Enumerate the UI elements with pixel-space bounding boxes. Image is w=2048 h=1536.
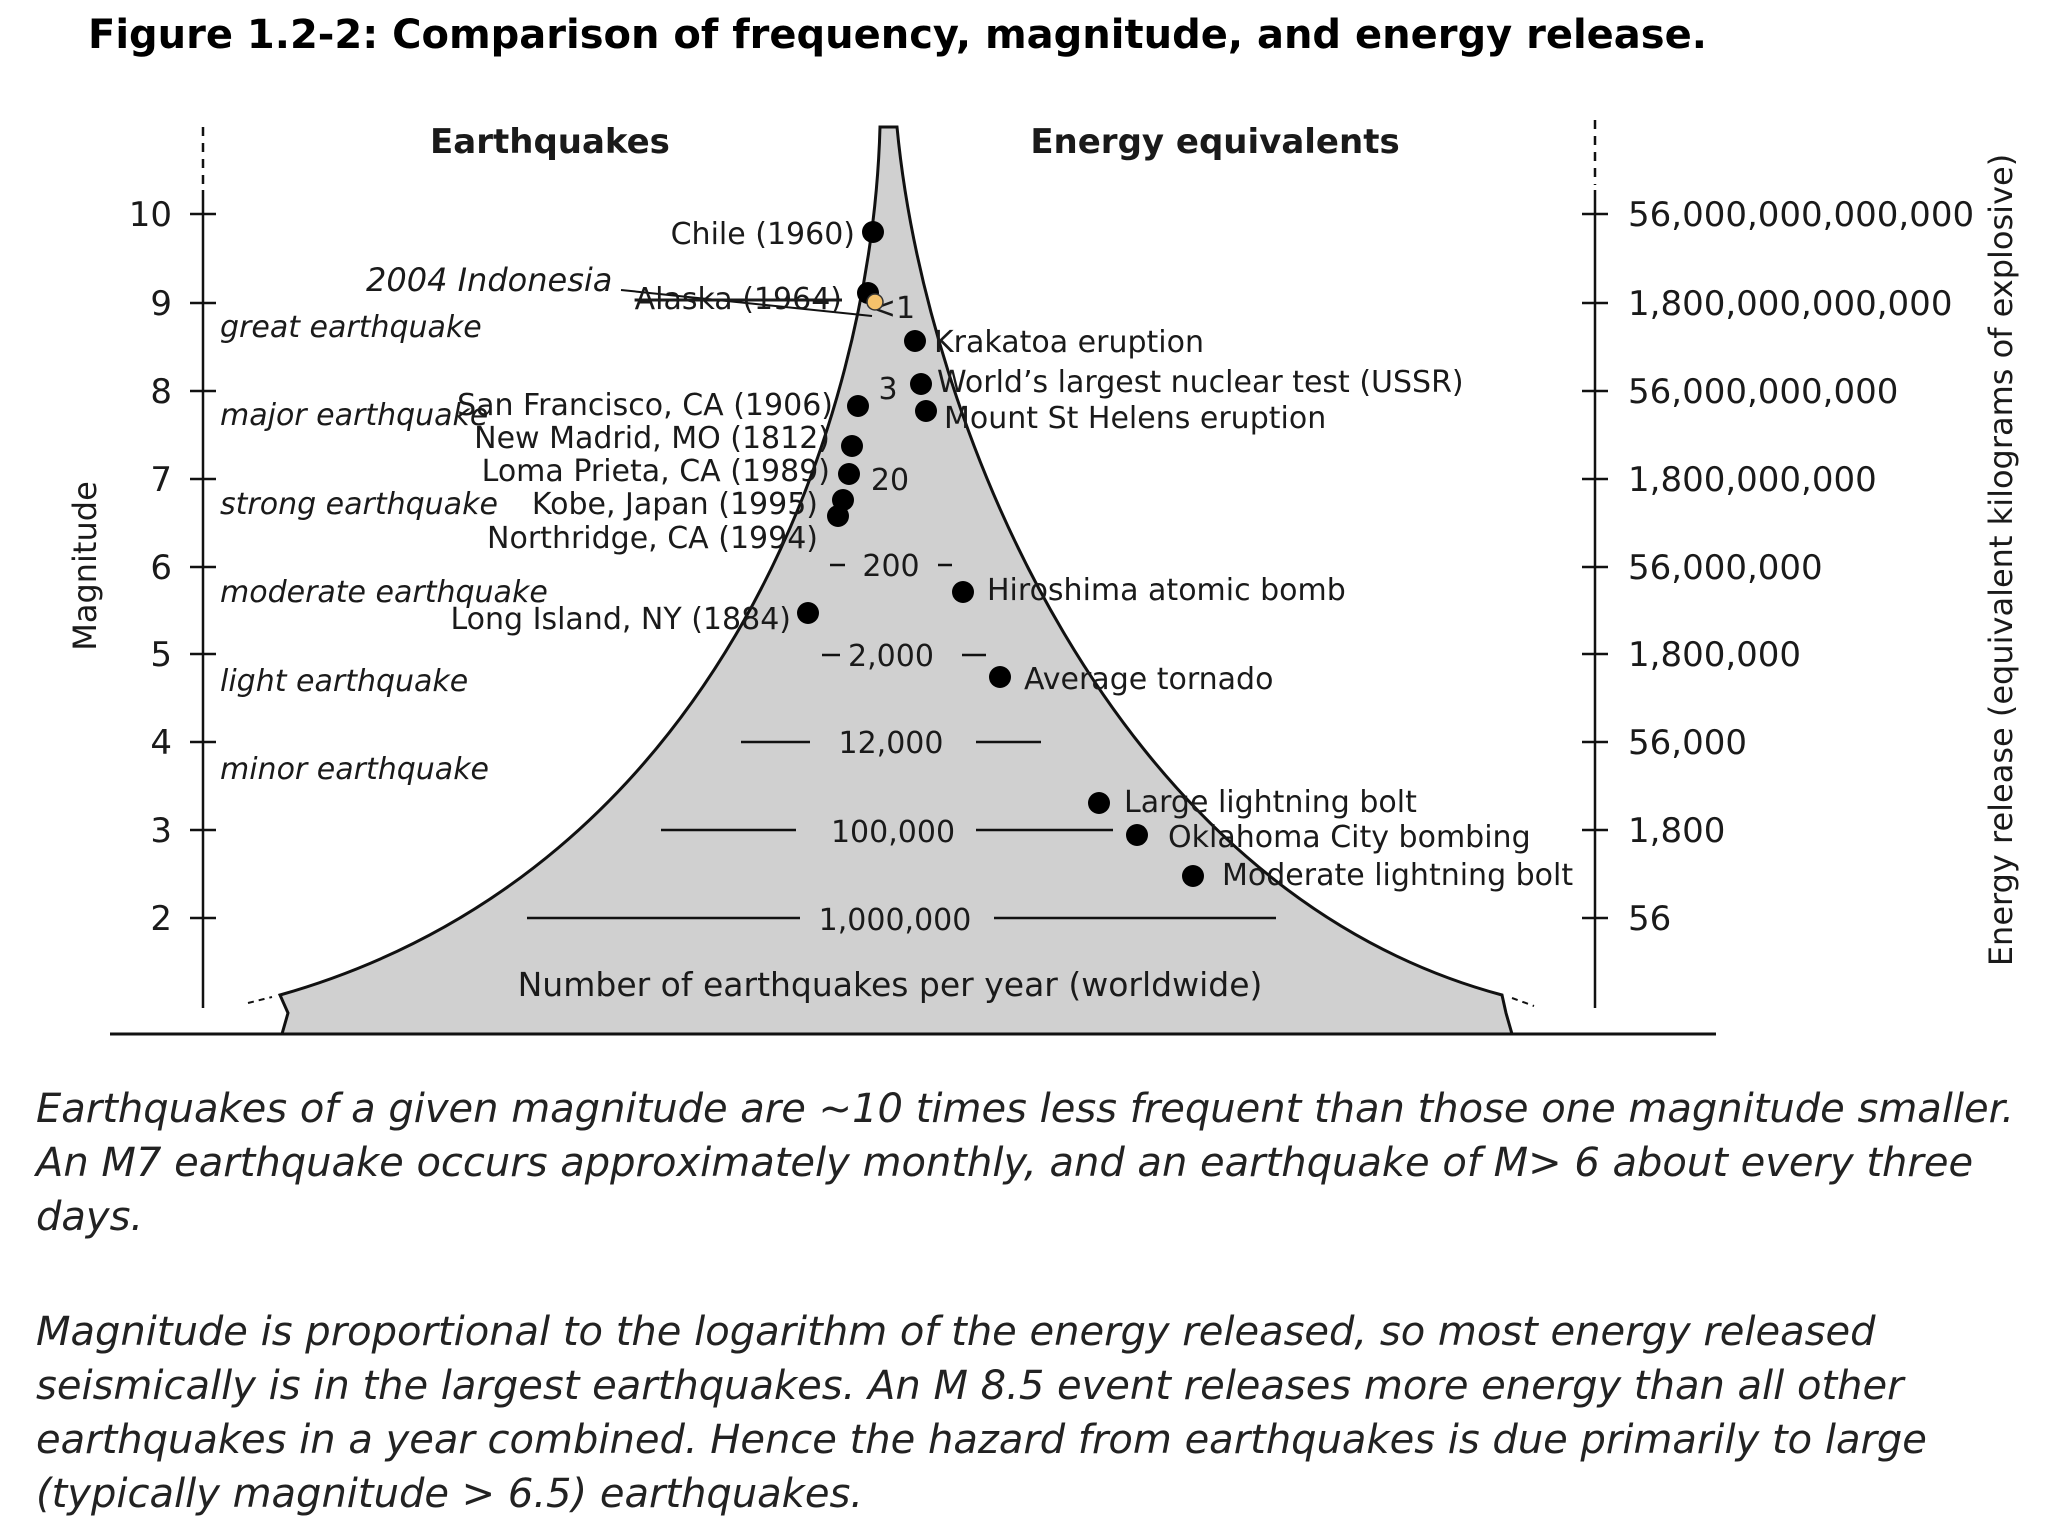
figure-title: Figure 1.2-2: Comparison of frequency, m…: [88, 12, 1707, 58]
earthquake-label: Alaska (1964): [635, 282, 842, 317]
earthquake-point: [797, 602, 819, 624]
energy-tick: 1,800,000: [1628, 635, 1801, 675]
frequency-axis-label: Number of earthquakes per year (worldwid…: [518, 965, 1263, 1004]
energy-tick: 1,800,000,000: [1628, 460, 1877, 500]
energy-axis-label: Energy release (equivalent kilograms of …: [1982, 154, 2020, 966]
energy-axis: [1582, 120, 1608, 1008]
category-label: minor earthquake: [220, 752, 489, 787]
magnitude-tick-labels: 10 9 8 7 6 5 4 3 2: [129, 195, 172, 939]
earthquake-label: Chile (1960): [671, 217, 855, 252]
magnitude-tick: 2: [150, 899, 172, 939]
frequency-labels: <1 3 20 200 2,000 12,000 100,000 1,000,0…: [819, 291, 972, 938]
earthquake-point: [841, 435, 863, 457]
indonesia-point: [866, 293, 884, 311]
earthquake-labels: Chile (1960) Alaska (1964) San Francisco…: [450, 217, 855, 637]
energy-point: [1182, 865, 1204, 887]
magnitude-tick: 4: [150, 723, 172, 763]
magnitude-tick: 10: [129, 195, 172, 235]
energy-tick: 1,800,000,000,000: [1628, 284, 1952, 324]
category-label: great earthquake: [220, 310, 482, 345]
magnitude-tick: 8: [150, 372, 172, 412]
earthquake-label: San Francisco, CA (1906): [457, 388, 833, 423]
earthquake-point: [862, 221, 884, 243]
earthquake-points: [797, 221, 884, 624]
energy-point: [952, 581, 974, 603]
right-break-mark: [1511, 997, 1535, 1007]
energy-label: Large lightning bolt: [1124, 785, 1417, 820]
energy-point: [1088, 792, 1110, 814]
earthquake-point: [838, 463, 860, 485]
energy-point: [915, 400, 937, 422]
earthquake-point: [827, 505, 849, 527]
indonesia-leader-line: [620, 289, 873, 317]
energy-label: Moderate lightning bolt: [1222, 858, 1573, 893]
frequency-label: 100,000: [831, 815, 955, 850]
indonesia-label: 2004 Indonesia: [366, 261, 612, 299]
energy-label: Oklahoma City bombing: [1168, 820, 1531, 855]
energy-point: [989, 666, 1011, 688]
left-break-mark: [247, 996, 273, 1004]
earthquake-label: Kobe, Japan (1995): [532, 487, 818, 522]
category-label: strong earthquake: [220, 487, 498, 522]
magnitude-energy-diagram: Earthquakes Energy equivalents Magnitude…: [66, 120, 2020, 1036]
earthquakes-header: Earthquakes: [430, 122, 670, 162]
category-label: moderate earthquake: [220, 575, 548, 610]
earthquake-label: New Madrid, MO (1812): [474, 421, 830, 456]
magnitude-tick: 6: [150, 548, 172, 588]
energy-tick: 1,800: [1628, 811, 1725, 851]
frequency-label: 1,000,000: [819, 903, 972, 938]
energy-point: [904, 330, 926, 352]
magnitude-tick: 3: [150, 811, 172, 851]
category-label: major earthquake: [220, 398, 488, 433]
energy-label: World’s largest nuclear test (USSR): [937, 365, 1464, 400]
earthquake-label: Northridge, CA (1994): [487, 521, 818, 556]
frequency-label: 2,000: [848, 639, 934, 674]
energy-label: Average tornado: [1024, 662, 1273, 697]
energy-tick-labels: 56,000,000,000,000 1,800,000,000,000 56,…: [1628, 195, 1974, 939]
magnitude-tick: 9: [150, 284, 172, 324]
frequency-level-lines: [527, 563, 1276, 920]
energy-label: Mount St Helens eruption: [944, 401, 1326, 436]
earthquake-label: Long Island, NY (1884): [450, 602, 791, 637]
energy-tick: 56,000: [1628, 723, 1747, 763]
energy-labels: Krakatoa eruption World’s largest nuclea…: [934, 325, 1573, 893]
magnitude-tick: 7: [150, 460, 172, 500]
energy-point: [1126, 824, 1148, 846]
energy-point: [910, 373, 932, 395]
caption-energy: Magnitude is proportional to the logarit…: [36, 1309, 1927, 1517]
frequency-label: 3: [878, 372, 897, 407]
category-label: light earthquake: [220, 664, 468, 699]
energy-label: Krakatoa eruption: [934, 325, 1204, 360]
magnitude-axis-label: Magnitude: [66, 481, 104, 651]
caption-frequency: Earthquakes of a given magnitude are ~10…: [36, 1086, 2015, 1240]
energy-tick: 56,000,000: [1628, 548, 1823, 588]
energy-tick: 56,000,000,000,000: [1628, 195, 1974, 235]
energy-tick: 56,000,000,000: [1628, 372, 1898, 412]
frequency-label: 200: [862, 549, 919, 584]
energy-label: Hiroshima atomic bomb: [987, 573, 1346, 608]
frequency-label: 12,000: [839, 726, 944, 761]
earthquake-point: [847, 395, 869, 417]
energy-header: Energy equivalents: [1030, 122, 1399, 162]
energy-tick: 56: [1628, 899, 1671, 939]
frequency-label: 20: [871, 463, 909, 498]
earthquake-label: Loma Prieta, CA (1989): [482, 454, 830, 489]
magnitude-tick: 5: [150, 635, 172, 675]
energy-points: [904, 330, 1204, 887]
category-labels: great earthquake major earthquake strong…: [220, 310, 548, 787]
magnitude-axis: [190, 127, 216, 1008]
